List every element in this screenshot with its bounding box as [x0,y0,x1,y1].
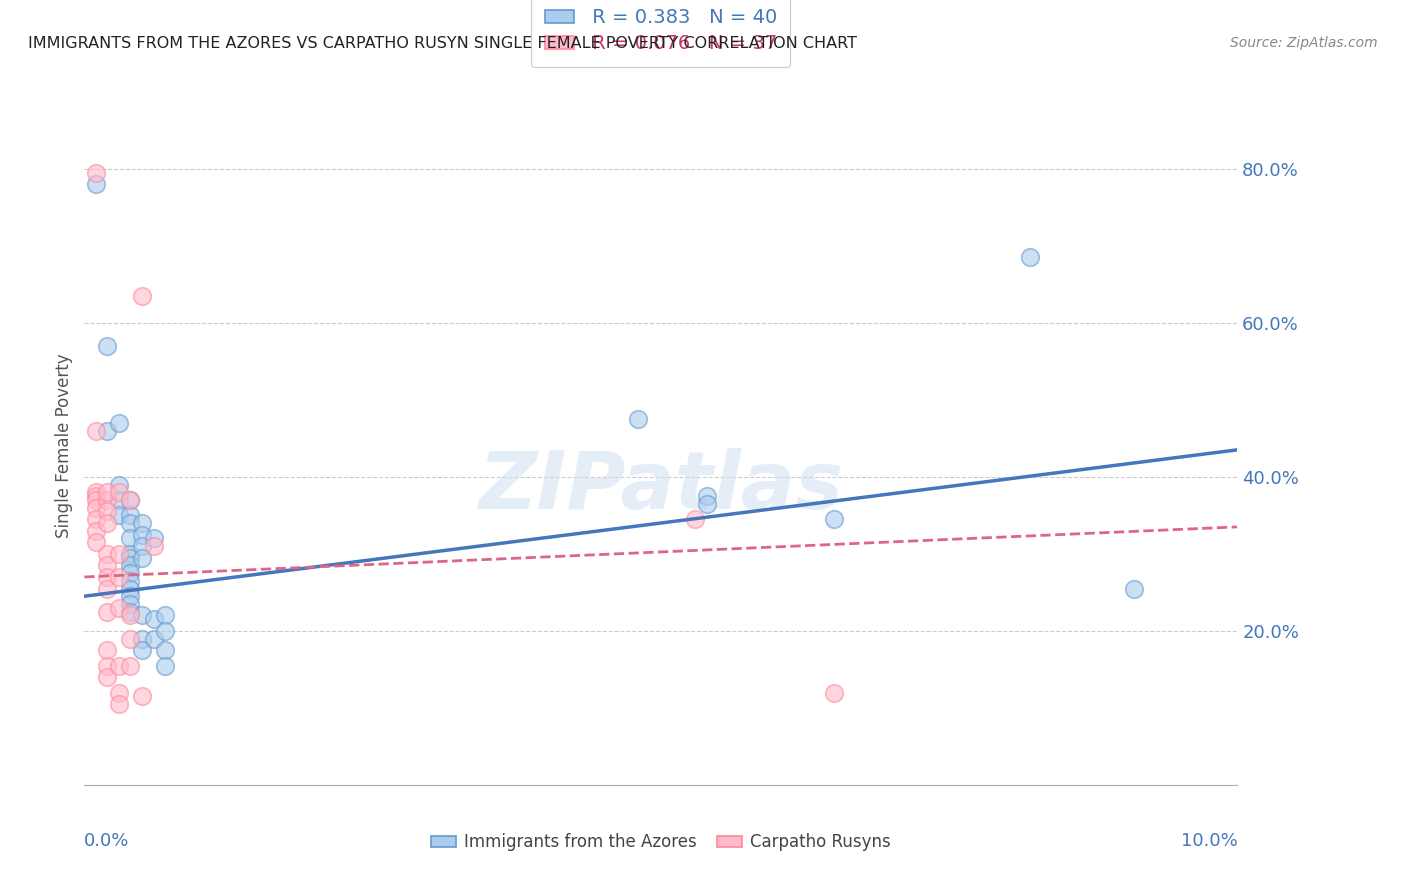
Point [153,658,176,673]
Point [120,608,142,623]
Point [685,512,707,526]
Point [84,177,107,191]
Point [84,485,107,500]
Point [142,612,165,626]
Point [84,424,107,438]
Point [96,492,118,507]
Point [96,670,118,684]
Point [108,485,131,500]
Point [120,558,142,573]
Text: 10.0%: 10.0% [1181,832,1237,850]
Point [108,492,131,507]
Point [96,558,118,573]
Point [108,697,131,711]
Point [108,416,131,430]
Point [84,512,107,526]
Point [120,550,142,565]
Y-axis label: Single Female Poverty: Single Female Poverty [55,354,73,538]
Point [84,500,107,515]
Point [120,589,142,603]
Point [84,535,107,549]
Text: 0.0%: 0.0% [84,832,129,850]
Point [108,477,131,491]
Point [696,497,718,511]
Point [131,608,153,623]
Point [627,412,650,426]
Text: Source: ZipAtlas.com: Source: ZipAtlas.com [1230,36,1378,50]
Point [823,685,845,699]
Point [84,489,107,503]
Point [120,566,142,580]
Point [84,165,107,179]
Point [120,658,142,673]
Point [84,492,107,507]
Point [153,624,176,638]
Point [120,492,142,507]
Point [120,492,142,507]
Point [142,539,165,553]
Point [153,608,176,623]
Point [120,582,142,596]
Point [108,658,131,673]
Point [120,516,142,530]
Point [131,527,153,541]
Point [131,632,153,646]
Point [120,547,142,561]
Point [153,643,176,657]
Point [142,632,165,646]
Point [120,605,142,619]
Point [96,504,118,518]
Point [96,339,118,353]
Point [96,570,118,584]
Point [120,532,142,546]
Text: ZIPatlas: ZIPatlas [478,448,844,525]
Point [823,512,845,526]
Point [96,485,118,500]
Text: IMMIGRANTS FROM THE AZORES VS CARPATHO RUSYN SINGLE FEMALE POVERTY CORRELATION C: IMMIGRANTS FROM THE AZORES VS CARPATHO R… [28,36,858,51]
Point [142,532,165,546]
Point [131,539,153,553]
Point [96,547,118,561]
Point [96,658,118,673]
Point [108,600,131,615]
Point [108,685,131,699]
Point [120,508,142,523]
Point [96,582,118,596]
Legend: Immigrants from the Azores, Carpatho Rusyns: Immigrants from the Azores, Carpatho Rus… [425,827,897,858]
Point [131,289,153,303]
Point [131,516,153,530]
Point [108,508,131,523]
Point [696,489,718,503]
Point [96,516,118,530]
Point [120,632,142,646]
Point [131,550,153,565]
Point [96,643,118,657]
Point [120,597,142,611]
Point [131,690,153,704]
Point [1018,250,1040,264]
Point [108,547,131,561]
Point [120,574,142,588]
Point [96,424,118,438]
Point [108,570,131,584]
Point [96,605,118,619]
Point [1122,582,1144,596]
Point [131,643,153,657]
Point [84,524,107,538]
